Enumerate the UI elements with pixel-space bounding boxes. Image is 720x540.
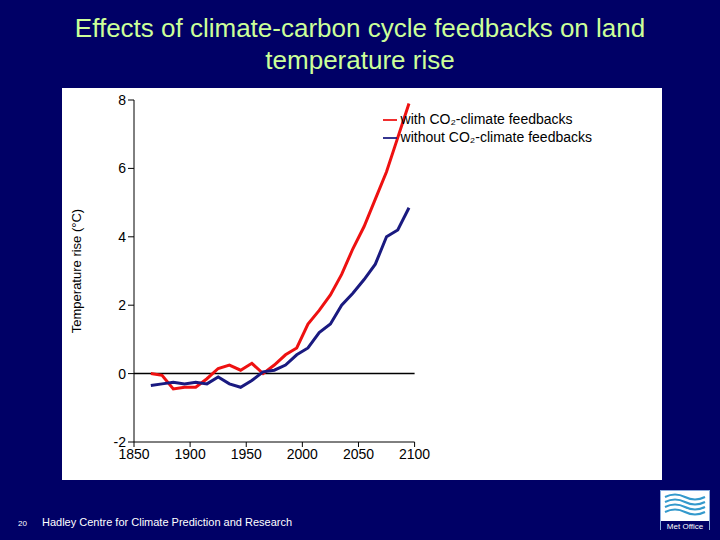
- svg-text:2100: 2100: [399, 446, 430, 462]
- html-text:Effects of climate-carbon cycl: Effects of climate-carbon cycle feedback…: [74, 13, 646, 75]
- svg-text:2050: 2050: [343, 446, 374, 462]
- svg-text:0: 0: [118, 366, 126, 382]
- svg-text:6: 6: [118, 160, 126, 176]
- html-text:with CO₂-climate feedbacks: with CO₂-climate feedbacks: [400, 111, 573, 127]
- svg-text:1850: 1850: [118, 445, 150, 462]
- html-text:Hadley Centre for Climate Pred: Hadley Centre for Climate Prediction and…: [42, 516, 293, 528]
- svg-text:2000: 2000: [287, 446, 318, 462]
- svg-text:Temperature rise (°C): Temperature rise (°C): [69, 209, 84, 333]
- html-text:Met Office: Met Office: [666, 522, 704, 531]
- html-text:20: 20: [18, 519, 27, 528]
- svg-text:2: 2: [118, 297, 126, 313]
- svg-text:8: 8: [118, 92, 126, 108]
- svg-text:1900: 1900: [175, 446, 206, 462]
- html-text:without CO₂-climate feedbacks: without CO₂-climate feedbacks: [400, 129, 592, 145]
- svg-text:1950: 1950: [231, 446, 262, 462]
- svg-text:-2: -2: [114, 434, 127, 450]
- svg-text:4: 4: [118, 229, 126, 245]
